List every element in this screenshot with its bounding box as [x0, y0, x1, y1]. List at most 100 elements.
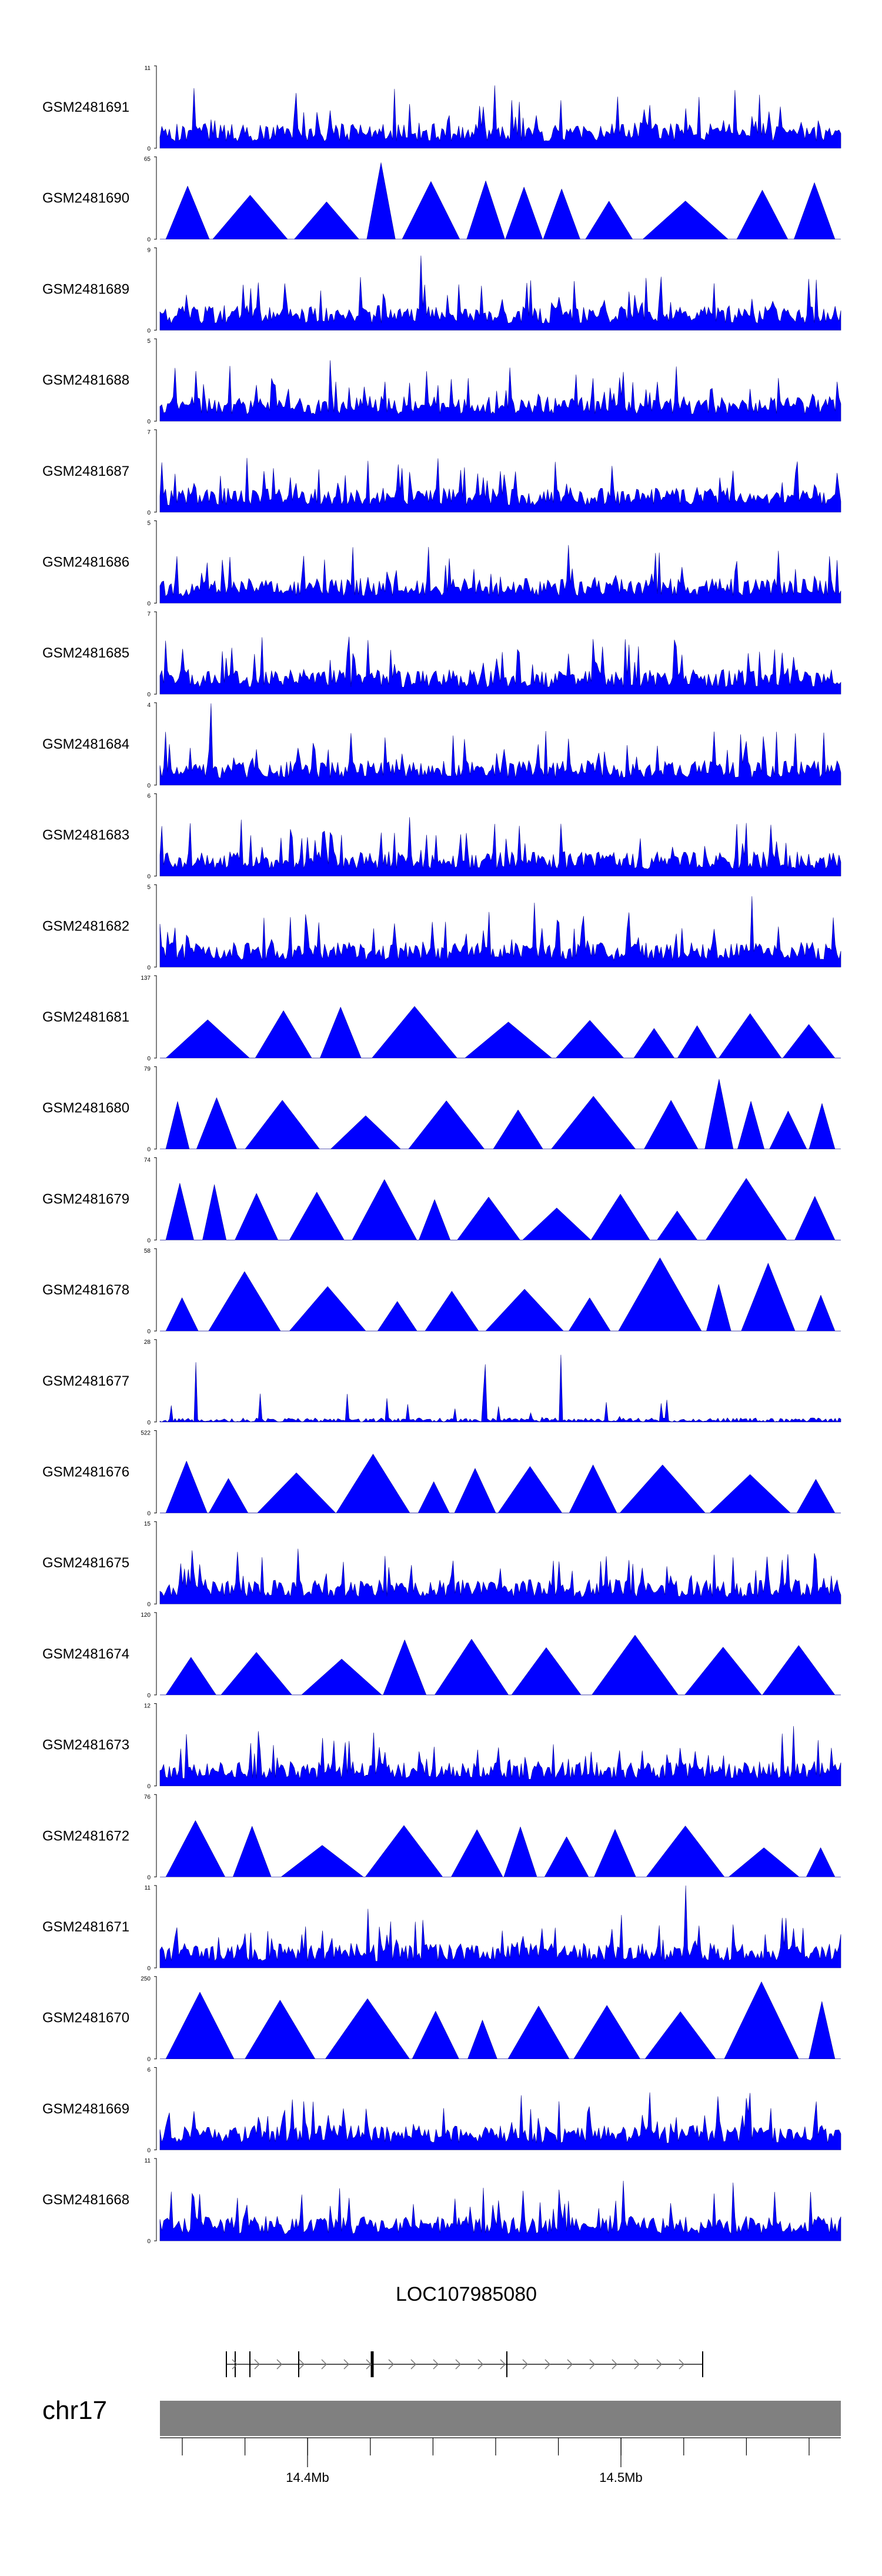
y-max-label: 522 [141, 1430, 151, 1437]
y-axis [154, 1339, 157, 1423]
y-axis [154, 429, 157, 513]
y-axis [154, 2067, 157, 2150]
axis-tick-label: 14.5Mb [599, 2470, 642, 2485]
y-min-label: 0 [147, 146, 151, 152]
track-label: GSM2481671 [42, 1919, 129, 1935]
y-max-label: 11 [145, 65, 151, 72]
y-min-label: 0 [147, 237, 151, 243]
y-max-label: 74 [144, 1157, 151, 1163]
track-label: GSM2481689 [42, 281, 129, 297]
signal-area [159, 2180, 841, 2241]
track-GSM2481689: GSM2481689 9 0 [42, 247, 841, 334]
track-GSM2481685: GSM2481685 7 0 [42, 611, 841, 698]
track-label: GSM2481685 [42, 645, 129, 661]
track-label: GSM2481682 [42, 918, 129, 934]
y-axis [154, 611, 157, 695]
strand-chevron-icon [477, 2359, 484, 2370]
y-min-label: 0 [147, 1056, 151, 1062]
track-label: GSM2481678 [42, 1282, 129, 1298]
track-GSM2481670: GSM2481670 250 0 [42, 1976, 841, 2063]
strand-chevron-icon [388, 2359, 395, 2370]
track-GSM2481684: GSM2481684 4 0 [42, 702, 841, 789]
y-max-label: 65 [144, 156, 151, 163]
signal-area [160, 1820, 841, 1877]
strand-chevron-icon [679, 2359, 685, 2370]
track-label: GSM2481674 [42, 1646, 129, 1662]
signal-area [160, 1634, 841, 1696]
chromosome-ideogram: chr17 14.4Mb 14.5Mb [42, 2396, 841, 2485]
strand-chevron-icon [299, 2359, 305, 2370]
y-min-label: 0 [147, 1237, 151, 1244]
strand-chevron-icon [276, 2359, 283, 2370]
y-max-label: 4 [147, 702, 151, 709]
signal-area [160, 1981, 841, 2059]
y-min-label: 0 [147, 1329, 151, 1335]
y-max-label: 11 [145, 1885, 151, 1891]
strand-chevron-icon [634, 2359, 640, 2370]
y-min-label: 0 [147, 2238, 151, 2245]
y-axis [154, 975, 157, 1059]
strand-chevron-icon [567, 2359, 573, 2370]
track-label: GSM2481691 [42, 99, 129, 115]
y-min-label: 0 [147, 1147, 151, 1153]
y-max-label: 7 [147, 429, 151, 436]
y-min-label: 0 [147, 783, 151, 789]
track-GSM2481674: GSM2481674 120 0 [42, 1612, 841, 1699]
track-label: GSM2481687 [42, 463, 129, 479]
y-axis [154, 1521, 157, 1604]
y-max-label: 12 [144, 1703, 151, 1710]
strand-chevron-icon [410, 2359, 417, 2370]
signal-area [160, 1257, 841, 1332]
signal-area [160, 162, 841, 239]
track-GSM2481688: GSM2481688 5 0 [42, 338, 841, 425]
track-label: GSM2481679 [42, 1191, 129, 1207]
track-label: GSM2481676 [42, 1464, 129, 1480]
y-axis [154, 793, 157, 877]
strand-chevron-icon [500, 2359, 506, 2370]
track-GSM2481682: GSM2481682 5 0 [42, 884, 841, 971]
y-axis [154, 1794, 157, 1877]
genomic-axis: 14.4Mb 14.5Mb [160, 2437, 841, 2485]
chromosome-name-label: chr17 [42, 2396, 107, 2425]
signal-area [159, 1885, 841, 1968]
y-axis [154, 1157, 157, 1240]
track-label: GSM2481690 [42, 191, 129, 206]
signal-area [159, 896, 841, 967]
y-axis [154, 1703, 157, 1787]
track-GSM2481673: GSM2481673 12 0 [42, 1703, 841, 1790]
signal-area [159, 255, 841, 331]
y-max-label: 7 [147, 611, 151, 618]
strand-chevron-icon [343, 2359, 350, 2370]
track-GSM2481672: GSM2481672 76 0 [42, 1794, 841, 1881]
track-label: GSM2481681 [42, 1009, 129, 1025]
strand-chevron-icon [366, 2359, 372, 2370]
signal-area [159, 703, 841, 786]
strand-chevron-icon [254, 2359, 260, 2370]
y-max-label: 76 [144, 1794, 151, 1800]
y-axis [154, 338, 157, 422]
gene-model [226, 2351, 703, 2377]
y-max-label: 250 [141, 1976, 151, 1983]
track-GSM2481677: GSM2481677 28 0 [42, 1339, 841, 1426]
track-label: GSM2481672 [42, 1828, 129, 1844]
y-max-label: 79 [144, 1066, 151, 1073]
signal-area [159, 85, 841, 149]
y-axis [154, 1066, 157, 1150]
y-min-label: 0 [147, 1693, 151, 1699]
strand-chevron-icon [433, 2359, 439, 2370]
y-axis [154, 2158, 157, 2241]
y-axis [154, 1612, 157, 1696]
y-min-label: 0 [147, 1784, 151, 1790]
track-GSM2481691: GSM2481691 11 0 [42, 65, 841, 152]
y-min-label: 0 [147, 328, 151, 334]
axis-tick-label: 14.4Mb [286, 2470, 329, 2485]
y-axis [154, 884, 157, 967]
strand-chevron-icon [321, 2359, 328, 2370]
track-GSM2481668: GSM2481668 11 0 [42, 2158, 841, 2245]
strand-chevron-icon [232, 2359, 238, 2370]
signal-area [159, 458, 841, 513]
track-GSM2481671: GSM2481671 11 0 [42, 1885, 841, 1972]
y-axis [154, 65, 157, 149]
track-GSM2481687: GSM2481687 7 0 [42, 429, 841, 516]
